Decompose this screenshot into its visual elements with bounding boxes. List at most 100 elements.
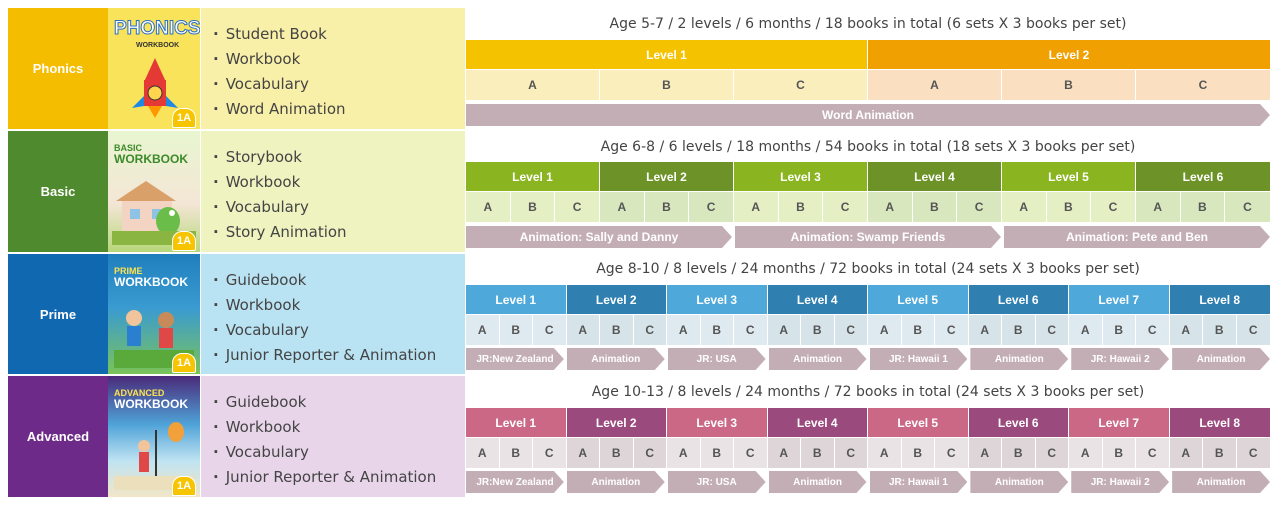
row-prime: Prime PRIME WORKBOOK 1A Guidebook Workbo…: [8, 254, 465, 374]
sub-level-cell: A: [767, 315, 801, 345]
panel-basic: Age 6-8 / 6 levels / 18 months / 54 book…: [466, 131, 1270, 252]
level-badge: 1A: [172, 353, 196, 373]
prime-cover-image: PRIME WORKBOOK 1A: [108, 254, 200, 374]
panel-advanced: Age 10-13 / 8 levels / 24 months / 72 bo…: [466, 376, 1270, 497]
animation-arrow: JR: Hawaii 2: [1071, 471, 1169, 493]
book-item: Vocabulary: [213, 72, 465, 97]
animation-bar: JR:New Zealand Animation JR: USA Animation J…: [466, 348, 1270, 370]
animation-arrow: Animation: [1172, 471, 1270, 493]
animation-bar: JR:New Zealand Animation JR: USA Animation J…: [466, 471, 1270, 493]
sub-level-cell: C: [689, 192, 734, 222]
sub-level-cell: B: [1002, 70, 1136, 100]
book-item: Workbook: [213, 415, 465, 440]
level-bar: Level 1 Level 2 Level 3 Level 4 Level 5 Level…: [466, 408, 1270, 437]
sub-level-cell: A: [667, 438, 701, 468]
sub-level-cell: A: [466, 192, 511, 222]
animation-arrow: Animation: [567, 348, 665, 370]
animation-arrow: Animation: [1172, 348, 1270, 370]
book-item: Vocabulary: [213, 195, 465, 220]
sub-level-cell: B: [1203, 315, 1237, 345]
book-list-basic: Storybook Workbook Vocabulary Story Anim…: [201, 131, 465, 252]
book-item: Vocabulary: [213, 318, 465, 343]
sub-level-cell: A: [466, 70, 600, 100]
sub-level-cell: B: [1180, 192, 1226, 222]
level-bar: Level 1 Level 2: [466, 40, 1270, 69]
animation-arrow: Animation: [769, 348, 867, 370]
book-list-advanced: Guidebook Workbook Vocabulary Junior Rep…: [201, 376, 465, 497]
sub-level-cell: B: [778, 192, 824, 222]
level-header: Level 1: [466, 40, 868, 69]
sub-level-cell: C: [734, 438, 768, 468]
level-bar: Level 1 Level 2 Level 3 Level 4 Level 5 Level…: [466, 162, 1270, 191]
sub-level-cell: A: [1069, 438, 1103, 468]
panel-title: Age 6-8 / 6 levels / 18 months / 54 book…: [600, 139, 1136, 155]
level-badge: 1A: [172, 476, 196, 496]
cover-subtitle: WORKBOOK: [114, 397, 188, 411]
sub-level-cell: A: [867, 192, 913, 222]
sub-level-cell: A: [566, 315, 600, 345]
sub-level-cell: B: [801, 315, 835, 345]
level-header: Level 1: [466, 408, 567, 437]
sub-level-cell: C: [935, 438, 969, 468]
sub-level-cell: C: [957, 192, 1002, 222]
sub-level-cell: C: [1225, 192, 1270, 222]
book-item: Vocabulary: [213, 440, 465, 465]
animation-arrow: Animation: [970, 471, 1068, 493]
sub-level-cell: B: [700, 438, 734, 468]
level-header: Level 4: [767, 408, 868, 437]
basic-cover-image: BASIC WORKBOOK 1A: [108, 131, 200, 252]
book-item: Workbook: [213, 170, 465, 195]
sub-level-cell: C: [1236, 438, 1270, 468]
level-header: Level 5: [868, 408, 969, 437]
sub-level-cell: C: [935, 315, 969, 345]
level-header: Level 5: [868, 285, 969, 314]
sub-level-cell: C: [1136, 315, 1170, 345]
animation-arrow: JR:New Zealand: [466, 348, 564, 370]
sub-level-cell: A: [1001, 192, 1047, 222]
sub-level-cell: A: [868, 70, 1002, 100]
animation-arrow: JR: Hawaii 2: [1071, 348, 1169, 370]
animation-arrow: Animation: [970, 348, 1068, 370]
sub-level-cell: C: [734, 315, 768, 345]
row-label-prime: Prime: [8, 254, 108, 374]
sub-level-cell: A: [968, 438, 1002, 468]
row-label-advanced: Advanced: [8, 376, 108, 497]
sub-level-cell: C: [633, 315, 667, 345]
sub-level-cell: C: [1035, 438, 1069, 468]
sub-level-cell: B: [801, 438, 835, 468]
sub-level-cell: B: [1002, 438, 1036, 468]
kids-illustration: [114, 310, 194, 368]
sub-level-cell: A: [566, 438, 600, 468]
row-advanced: Advanced ADVANCED WORKBOOK 1A Guidebook …: [8, 376, 465, 497]
sub-level-cell: B: [510, 192, 556, 222]
sub-level-cell: A: [1169, 438, 1203, 468]
animation-arrow: Animation: [567, 471, 665, 493]
panel-title: Age 10-13 / 8 levels / 24 months / 72 bo…: [591, 384, 1145, 400]
rocket-illustration: [132, 58, 178, 118]
sub-level-cell: C: [1136, 70, 1270, 100]
sub-level-cell: B: [1102, 315, 1136, 345]
book-item: Junior Reporter & Animation: [213, 465, 465, 490]
advanced-cover-image: ADVANCED WORKBOOK 1A: [108, 376, 200, 497]
sub-level-cell: B: [700, 315, 734, 345]
cover-title: PRIME: [114, 266, 143, 276]
animation-arrow: JR: Hawaii 1: [870, 471, 968, 493]
sub-level-cell: C: [734, 70, 868, 100]
animation-arrow: Animation: Pete and Ben: [1004, 226, 1270, 248]
level-header: Level 7: [1069, 408, 1170, 437]
sub-level-cell: B: [600, 70, 734, 100]
level-header: Level 5: [1002, 162, 1136, 191]
sub-level-cell: A: [466, 438, 500, 468]
level-header: Level 8: [1169, 285, 1270, 314]
sub-level-cell: C: [533, 438, 567, 468]
sub-level-cell: B: [600, 438, 634, 468]
panel-title: Age 5-7 / 2 levels / 6 months / 18 books…: [609, 16, 1127, 32]
phonics-cover-image: PHONICS WORKBOOK 1A: [108, 8, 200, 129]
level-header: Level 7: [1069, 285, 1170, 314]
sub-level-cell: C: [823, 192, 868, 222]
level-header: Level 3: [667, 408, 768, 437]
panel-phonics: Age 5-7 / 2 levels / 6 months / 18 books…: [466, 8, 1270, 129]
animation-arrow: Animation: Sally and Danny: [466, 226, 732, 248]
level-badge: 1A: [172, 231, 196, 251]
